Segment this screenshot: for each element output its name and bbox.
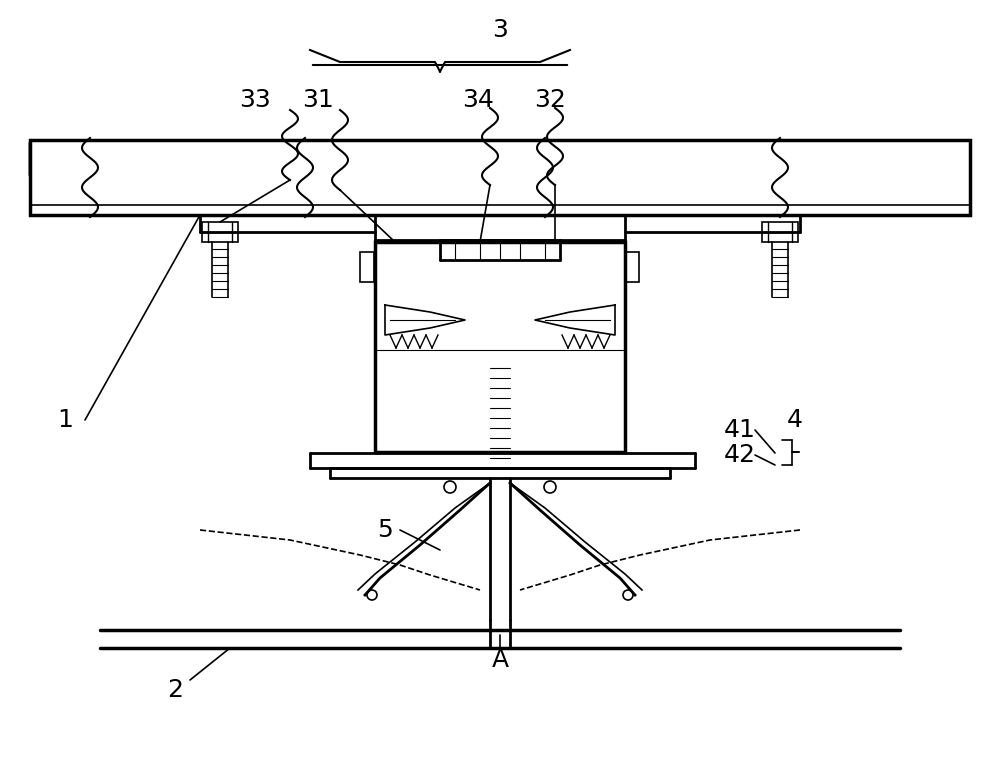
Text: A: A	[491, 648, 509, 672]
Text: 4: 4	[787, 408, 803, 432]
Text: 32: 32	[534, 88, 566, 112]
Text: 42: 42	[724, 443, 756, 467]
Text: 3: 3	[492, 18, 508, 42]
Text: 1: 1	[57, 408, 73, 432]
Text: 33: 33	[239, 88, 271, 112]
Text: 2: 2	[167, 678, 183, 702]
Text: 5: 5	[377, 518, 393, 542]
Bar	[202, 222, 238, 242]
Bar	[762, 222, 798, 242]
Text: 34: 34	[462, 88, 494, 112]
Bar	[30, 140, 970, 215]
Bar	[375, 242, 625, 452]
Bar	[360, 252, 374, 282]
Text: 31: 31	[302, 88, 334, 112]
Text: 41: 41	[724, 418, 756, 442]
Bar	[625, 252, 639, 282]
